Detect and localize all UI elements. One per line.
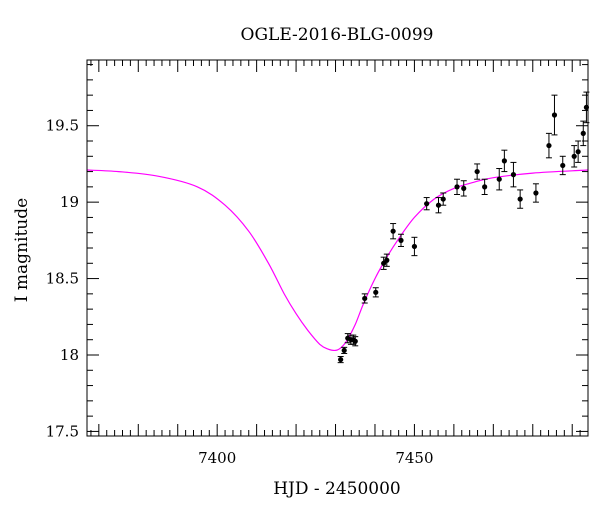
y-tick-label: 19.5 [46, 117, 79, 135]
data-points [337, 91, 590, 364]
data-point [571, 153, 577, 159]
data-point [435, 202, 442, 208]
data-point [398, 237, 404, 243]
chart-title: OGLE-2016-BLG-0099 [241, 25, 434, 45]
data-point [517, 196, 523, 202]
data-point [384, 257, 390, 263]
x-tick-label: 7400 [198, 449, 236, 467]
data-point [440, 196, 446, 202]
axis-ticks [87, 60, 589, 436]
x-axis-label: HJD - 2450000 [273, 479, 401, 499]
data-point [510, 172, 517, 178]
data-point [482, 184, 488, 190]
y-tick-label: 19 [60, 193, 79, 211]
data-point [390, 228, 396, 234]
data-point [341, 347, 347, 354]
data-point [551, 112, 558, 118]
data-point [580, 130, 586, 136]
data-point [501, 158, 507, 164]
y-tick-label: 17.5 [46, 422, 79, 440]
data-point [461, 185, 467, 191]
data-point [424, 201, 430, 207]
data-point [560, 162, 566, 169]
data-point [575, 149, 581, 155]
y-tick-label: 18.5 [46, 270, 79, 288]
data-point [373, 289, 379, 295]
data-point [362, 295, 368, 302]
data-point [546, 142, 552, 149]
data-point [411, 243, 418, 250]
data-point [496, 176, 502, 182]
data-point [454, 184, 460, 190]
y-axis-label: I magnitude [12, 198, 32, 302]
data-point [338, 356, 344, 363]
plot-frame [86, 59, 589, 437]
data-point [352, 338, 358, 344]
model-curve [86, 169, 589, 352]
y-tick-label: 18 [60, 346, 79, 364]
x-tick-label: 7450 [395, 449, 433, 467]
tick-labels: 7400 7450 17.5 18 18.5 19 19.5 [46, 117, 434, 467]
data-point [474, 168, 480, 175]
data-point [533, 190, 539, 196]
